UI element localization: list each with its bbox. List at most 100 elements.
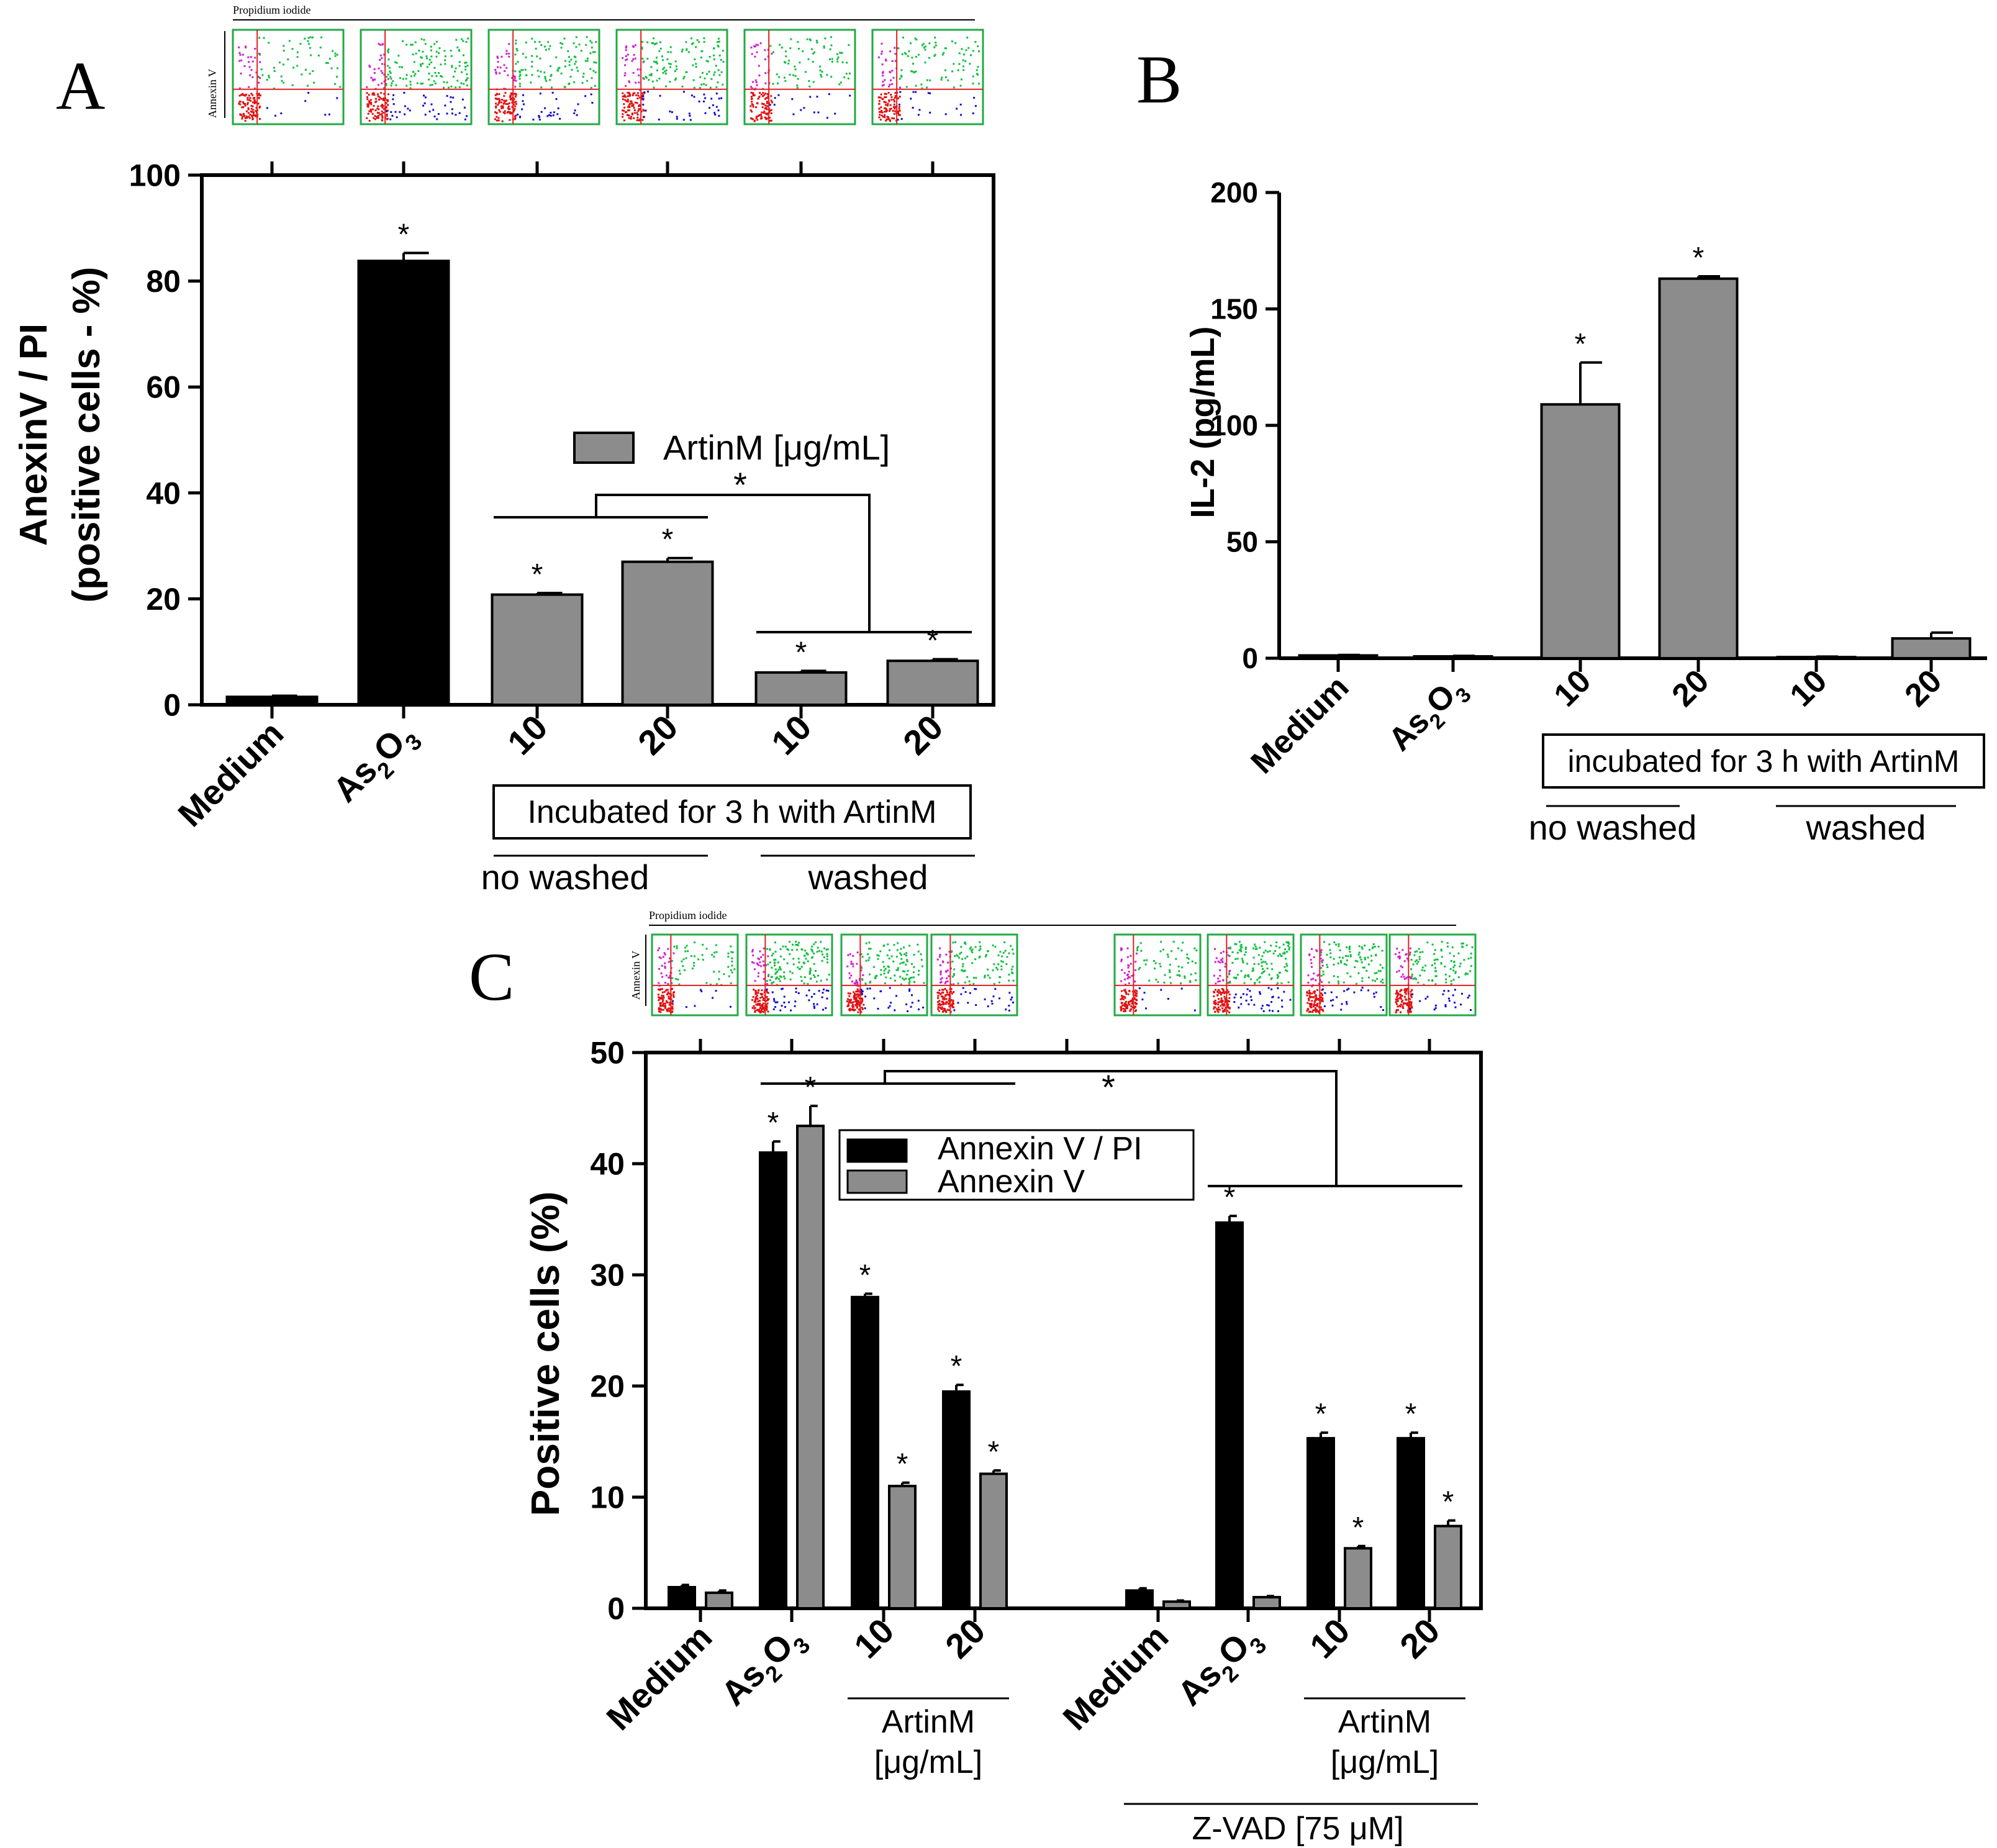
flow-plot-c-6-dot — [1275, 984, 1278, 986]
flow-plot-c-6-dot — [1275, 945, 1277, 948]
flow-plot-a-4-dot — [623, 119, 625, 122]
flow-plot-a-4-dot — [715, 86, 718, 88]
flow-plot-a-6-dot — [885, 108, 887, 111]
flow-plot-a-6-dot — [900, 76, 903, 78]
flow-plot-c-7-dot — [1329, 956, 1332, 959]
c-legend: Annexin V / PI Annexin V — [838, 1129, 1195, 1201]
flow-plot-c-4 — [930, 933, 1018, 1017]
flow-plot-c-6-dot — [1228, 997, 1231, 999]
flow-plot-c-2-dot — [786, 962, 789, 964]
flow-plot-c-3-dot — [854, 1000, 857, 1003]
flow-plot-c-7-dot — [1316, 950, 1318, 953]
flow-plot-a-4-dot — [632, 104, 635, 107]
flow-plot-c-1-dot — [658, 1010, 660, 1013]
flow-plot-a-1-dot — [268, 75, 270, 77]
flow-plot-a-6-dot — [882, 116, 884, 118]
flow-plot-c-2-dot — [759, 1007, 761, 1009]
flow-plot-c-4-dot — [939, 947, 941, 949]
flow-plot-a-5-dot — [762, 95, 764, 97]
flow-plot-c-4-dot — [951, 1006, 954, 1008]
flow-plot-c-8-dot — [1395, 1000, 1398, 1003]
flow-plot-a-5-dot — [766, 105, 769, 107]
flow-plot-a-4-dot — [694, 58, 696, 60]
flow-plot-a-3-dot — [508, 52, 510, 55]
flow-plot-c-8-dot — [1410, 990, 1412, 993]
flow-plot-c-2-dot — [774, 962, 776, 964]
flow-plot-a-5-dot — [752, 92, 754, 94]
flow-plot-c-2-dot — [813, 1007, 816, 1009]
flow-plot-c-4-dot — [978, 956, 980, 959]
flow-plot-c-3-dot — [849, 953, 851, 956]
c-ylabel: Positive cells (%) — [523, 1192, 568, 1516]
flow-plot-c-2-dot — [779, 948, 782, 950]
flow-plot-c-2-dot — [792, 963, 795, 966]
flow-plot-c-3-dot — [861, 1000, 863, 1002]
flow-plot-a-6-dot — [881, 111, 884, 114]
flow-plot-c-7-dot — [1380, 1006, 1382, 1008]
flow-plot-a-2-dot — [378, 112, 380, 114]
flow-plot-a-5-dot — [813, 51, 816, 53]
flow-plot-c-8-dot — [1405, 993, 1407, 995]
flow-plot-c-7-dot — [1376, 977, 1379, 980]
flow-plot-c-4-dot — [1005, 963, 1008, 966]
flow-plot-c-3-dot — [856, 990, 859, 993]
flow-plot-a-6 — [871, 29, 984, 125]
flow-plot-a-4-dot — [699, 76, 702, 78]
flow-plot-c-3-dot — [847, 992, 849, 995]
flow-plot-a-2-dot — [444, 55, 446, 58]
flow-plot-c-4-dot — [964, 991, 967, 993]
flow-plot-a-4-dot — [681, 85, 684, 88]
flow-plot-c-6-dot — [1259, 992, 1261, 995]
flow-plot-a-6-dot — [951, 70, 954, 73]
flow-plot-a-4-dot — [712, 104, 714, 106]
flow-plot-c-3-dot — [895, 956, 898, 958]
flow-plot-a-2-dot — [463, 83, 465, 85]
flow-plot-a-2-dot — [379, 96, 381, 99]
flow-plot-c-5-dot — [1176, 974, 1179, 976]
flow-plot-c-3-dot — [853, 995, 856, 997]
flow-plot-c-1-dot — [671, 982, 673, 984]
flow-plot-c-2-dot — [774, 968, 777, 971]
flow-plot-a-2-dot — [390, 78, 392, 80]
flow-plot-a-3-dot — [553, 111, 555, 114]
flow-plot-a-6-dot — [880, 106, 882, 109]
flow-plot-c-4-dot — [999, 951, 1002, 953]
flow-plot-a-6-dot — [894, 110, 897, 112]
flow-plot-c-7-dot — [1322, 971, 1325, 973]
flow-plot-a-6-dot — [885, 118, 888, 120]
flow-plot-a-3-dot — [513, 79, 515, 81]
flow-plot-c-1-dot — [666, 1001, 668, 1003]
flow-plot-c-6-dot — [1213, 995, 1215, 997]
flow-plot-a-6-dot — [881, 63, 884, 66]
flow-plot-c-5-dot — [1124, 1008, 1126, 1010]
flow-plot-a-2-dot — [434, 71, 437, 74]
flow-plot-a-5-dot — [771, 101, 774, 104]
flow-plot-c-4-dot — [945, 1001, 948, 1003]
flow-plot-a-6-dot — [879, 114, 881, 116]
flow-plot-a-5-dot — [841, 52, 843, 54]
flow-plot-a-3-dot — [531, 37, 533, 40]
flow-plot-a-1-dot — [325, 61, 327, 64]
flow-plot-c-4-dot — [947, 961, 949, 964]
flow-plot-c-6-dot — [1244, 951, 1247, 953]
flow-plot-a-4-dot — [722, 61, 725, 63]
flow-plot-a-2-dot — [366, 96, 368, 98]
flow-plot-a-2-dot — [377, 115, 379, 117]
flow-plot-a-4-dot — [718, 97, 720, 100]
flow-plot-c-6-dot — [1214, 999, 1216, 1002]
flow-plot-c-8-dot — [1454, 1002, 1456, 1004]
flow-plot-a-5-dot — [766, 113, 768, 116]
flow-plot-a-5-dot — [771, 52, 773, 55]
flow-plot-c-1-dot — [676, 945, 678, 948]
flow-plot-c-8-dot — [1436, 958, 1439, 961]
flow-plot-c-8-dot — [1470, 953, 1472, 955]
flow-plot-c-1-dot — [713, 956, 715, 958]
flow-plot-a-6-dot — [941, 76, 943, 79]
flow-plot-a-5-dot — [777, 82, 779, 84]
flow-plot-a-1-dot — [241, 117, 243, 120]
flow-plot-a-4-dot — [717, 41, 719, 43]
flow-plot-c-7-dot — [1361, 980, 1364, 982]
flow-plot-a-3-dot — [525, 56, 527, 58]
flow-plot-a-5-dot — [765, 118, 768, 120]
flow-plot-c-6-dot — [1261, 972, 1263, 974]
